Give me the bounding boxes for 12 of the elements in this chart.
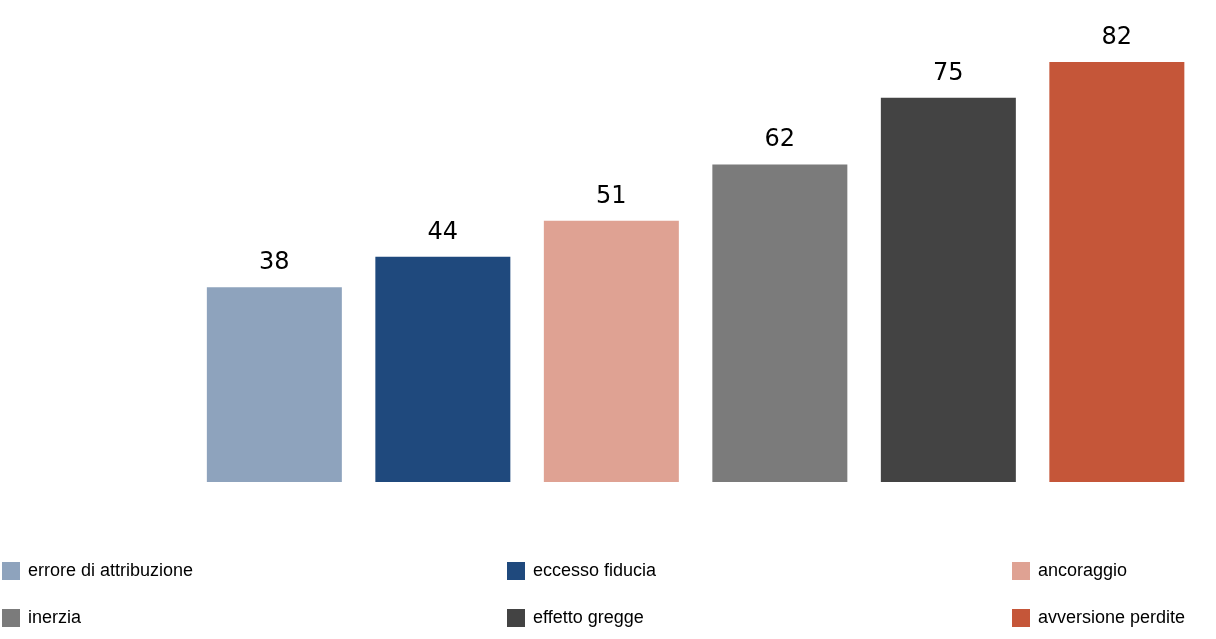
data-label: 75 (933, 57, 964, 86)
legend-label: effetto gregge (533, 607, 644, 628)
data-label: 38 (259, 247, 290, 276)
data-label: 51 (596, 180, 627, 209)
legend-label: errore di attribuzione (28, 560, 194, 581)
legend-label: inerzia (28, 607, 82, 628)
data-label: 82 (1101, 22, 1133, 50)
legend-label: avversione perdite (1038, 607, 1186, 628)
data-label: 44 (427, 216, 459, 245)
legend-label: ancoraggio (1038, 560, 1128, 581)
data-label: 62 (764, 124, 796, 153)
legend-label: eccesso fiducia (533, 560, 657, 581)
